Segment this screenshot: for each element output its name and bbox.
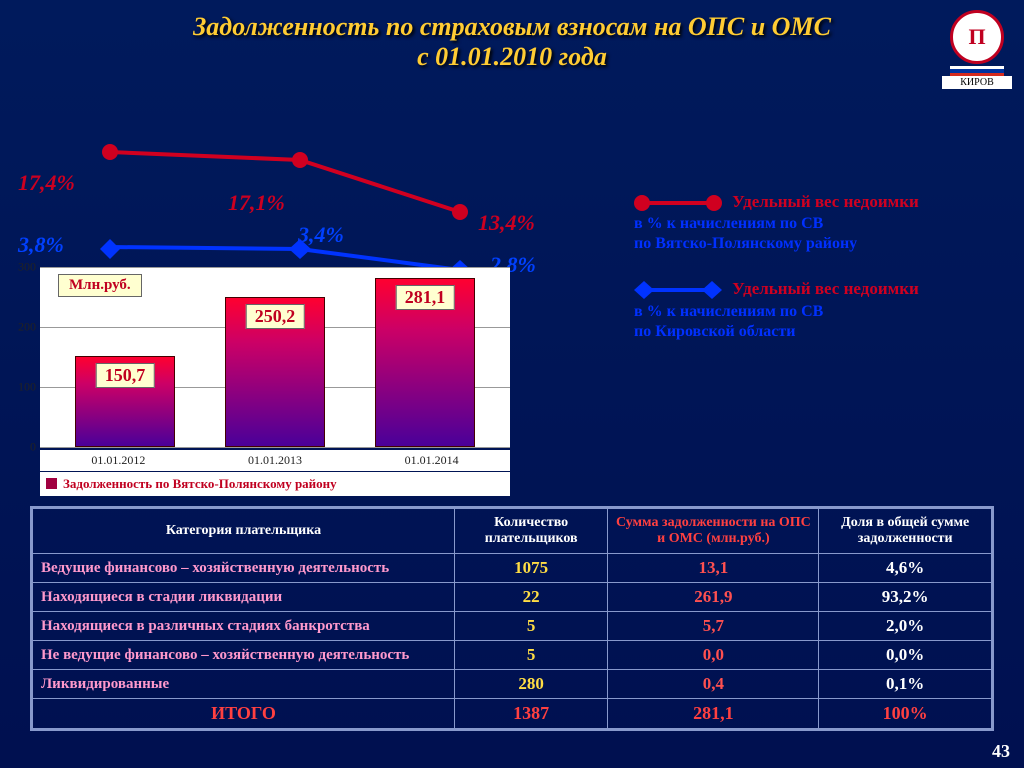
cell-category: Находящиеся в различных стадиях банкротс… xyxy=(33,612,455,641)
ytick-200: 200 xyxy=(6,319,36,334)
title-line2: с 01.01.2010 года xyxy=(417,42,607,71)
table-row: Ведущие финансово – хозяйственную деятел… xyxy=(33,554,992,583)
cell-share: 4,6% xyxy=(819,554,992,583)
bar-legend-text: Задолженность по Вятско-Полянскому район… xyxy=(63,476,337,492)
bar-unit-label: Млн.руб. xyxy=(58,274,142,297)
xlabel-3: 01.01.2014 xyxy=(353,453,510,468)
cell-category: Ликвидированные xyxy=(33,670,455,699)
legend-blue-title: Удельный вес недоимки xyxy=(732,279,919,298)
bar-legend: Задолженность по Вятско-Полянскому район… xyxy=(40,472,510,496)
table-row: Находящиеся в различных стадиях банкротс… xyxy=(33,612,992,641)
cell-count: 5 xyxy=(454,641,607,670)
legend-red-sub2: по Вятско-Полянскому району xyxy=(634,235,857,252)
legend-red-block: Удельный вес недоимки в % к начислениям … xyxy=(634,192,1004,253)
table-row: Не ведущие финансово – хозяйственную дея… xyxy=(33,641,992,670)
cell-share: 93,2% xyxy=(819,583,992,612)
bar-3-value: 281,1 xyxy=(396,285,455,310)
cell-total-share: 100% xyxy=(819,699,992,729)
cell-sum: 0,4 xyxy=(608,670,819,699)
title-line1: Задолженность по страховым взносам на ОП… xyxy=(193,12,831,41)
slide-title: Задолженность по страховым взносам на ОП… xyxy=(0,0,1024,72)
xlabel-1: 01.01.2012 xyxy=(40,453,197,468)
cell-total-count: 1387 xyxy=(454,699,607,729)
cell-count: 1075 xyxy=(454,554,607,583)
cell-sum: 13,1 xyxy=(608,554,819,583)
table-header-row: Категория плательщика Количество платель… xyxy=(33,509,992,554)
cell-total-label: ИТОГО xyxy=(33,699,455,729)
blue-marker-icon xyxy=(634,279,722,301)
line-legend: Удельный вес недоимки в % к начислениям … xyxy=(634,192,1004,367)
bar-legend-swatch xyxy=(46,478,57,489)
cell-share: 0,1% xyxy=(819,670,992,699)
cell-sum: 261,9 xyxy=(608,583,819,612)
cell-share: 0,0% xyxy=(819,641,992,670)
cell-sum: 0,0 xyxy=(608,641,819,670)
bar-3: 281,1 xyxy=(375,278,475,447)
legend-blue-sub1: в % к начислениям по СВ xyxy=(634,303,823,320)
cell-category: Не ведущие финансово – хозяйственную дея… xyxy=(33,641,455,670)
red-point-1-label: 17,4% xyxy=(18,170,75,196)
red-point-3-label: 13,4% xyxy=(478,210,535,236)
legend-blue-block: Удельный вес недоимки в % к начислениям … xyxy=(634,279,1004,341)
ytick-300: 300 xyxy=(6,259,36,274)
cell-total-sum: 281,1 xyxy=(608,699,819,729)
table-total-row: ИТОГО1387281,1100% xyxy=(33,699,992,729)
cell-category: Находящиеся в стадии ликвидации xyxy=(33,583,455,612)
legend-red-sub1: в % к начислениям по СВ xyxy=(634,215,823,232)
th-sum: Сумма задолженности на ОПС и ОМС (млн.ру… xyxy=(608,509,819,554)
xlabel-2: 01.01.2013 xyxy=(197,453,354,468)
bar-1: 150,7 xyxy=(75,356,175,446)
red-marker-icon xyxy=(634,193,722,213)
table-row: Ликвидированные2800,40,1% xyxy=(33,670,992,699)
th-count: Количество плательщиков xyxy=(454,509,607,554)
bar-2-value: 250,2 xyxy=(246,304,305,329)
chart-zone: 17,4% 17,1% 13,4% 3,8% 3,4% 2,8% Млн.руб… xyxy=(0,72,1024,452)
table-row: Находящиеся в стадии ликвидации22261,993… xyxy=(33,583,992,612)
ytick-100: 100 xyxy=(6,379,36,394)
bar-1-value: 150,7 xyxy=(96,363,155,388)
bar-2: 250,2 xyxy=(225,297,325,447)
cell-count: 22 xyxy=(454,583,607,612)
blue-point-2-label: 3,4% xyxy=(298,222,344,248)
bar-xlabels: 01.01.2012 01.01.2013 01.01.2014 xyxy=(40,450,510,471)
th-category: Категория плательщика xyxy=(33,509,455,554)
page-number: 43 xyxy=(992,741,1010,762)
legend-blue-sub2: по Кировской области xyxy=(634,323,795,340)
cell-share: 2,0% xyxy=(819,612,992,641)
blue-point-1-label: 3,8% xyxy=(18,232,64,258)
legend-red-title: Удельный вес недоимки xyxy=(732,192,919,211)
pfr-emblem-icon: П xyxy=(950,10,1004,64)
cell-sum: 5,7 xyxy=(608,612,819,641)
cell-count: 5 xyxy=(454,612,607,641)
ytick-0: 0 xyxy=(6,439,36,454)
cell-count: 280 xyxy=(454,670,607,699)
th-share: Доля в общей сумме задолженности xyxy=(819,509,992,554)
red-point-2-label: 17,1% xyxy=(228,190,285,216)
cell-category: Ведущие финансово – хозяйственную деятел… xyxy=(33,554,455,583)
debt-table: Категория плательщика Количество платель… xyxy=(30,506,994,731)
